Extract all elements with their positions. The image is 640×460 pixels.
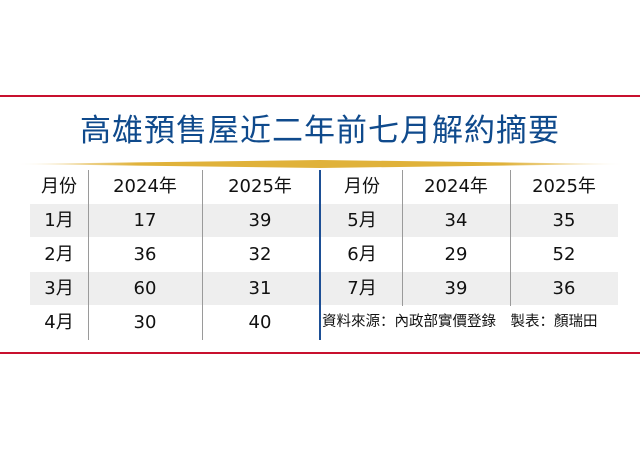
table-row: 2月 36 32 6月 29 52 (30, 238, 618, 271)
chart-title: 高雄預售屋近二年前七月解約摘要 (80, 113, 560, 149)
column-divider (402, 170, 403, 306)
column-divider (88, 170, 89, 340)
title-underline (16, 160, 624, 168)
value-2024: 34 (444, 210, 468, 231)
column-header: 2024年 (424, 176, 488, 197)
value-2025: 52 (552, 244, 576, 265)
bottom-red-rule (0, 352, 640, 354)
center-divider (319, 170, 321, 340)
value-2024: 29 (444, 244, 468, 265)
month-label: 4月 (44, 312, 74, 333)
month-label: 7月 (347, 278, 377, 299)
value-2025: 35 (552, 210, 576, 231)
top-red-rule (0, 95, 640, 97)
value-2024: 60 (133, 278, 157, 299)
month-label: 3月 (44, 278, 74, 299)
value-2024: 30 (133, 312, 157, 333)
column-divider (202, 170, 203, 340)
value-2025: 32 (248, 244, 272, 265)
month-label: 6月 (347, 244, 377, 265)
month-label: 1月 (44, 210, 74, 231)
value-2024: 39 (444, 278, 468, 299)
table-row: 4月 30 40 資料來源：內政部實價登錄 製表：顏瑞田 (30, 306, 618, 339)
month-label: 5月 (347, 210, 377, 231)
value-2024: 36 (133, 244, 157, 265)
value-2025: 36 (552, 278, 576, 299)
column-header: 月份 (41, 176, 77, 197)
value-2025: 39 (248, 210, 272, 231)
column-header: 2024年 (113, 176, 177, 197)
month-label: 2月 (44, 244, 74, 265)
table-row: 1月 17 39 5月 34 35 (30, 204, 618, 237)
table-row: 3月 60 31 7月 39 36 (30, 272, 618, 305)
value-2025: 40 (248, 312, 272, 333)
column-divider (510, 170, 511, 306)
header-row: 月份 2024年 2025年 月份 2024年 2025年 (30, 170, 618, 203)
value-2024: 17 (133, 210, 157, 231)
value-2025: 31 (248, 278, 272, 299)
source-note: 資料來源：內政部實價登錄 製表：顏瑞田 (322, 314, 598, 330)
column-header: 2025年 (228, 176, 292, 197)
column-header: 2025年 (532, 176, 596, 197)
column-header: 月份 (344, 176, 380, 197)
